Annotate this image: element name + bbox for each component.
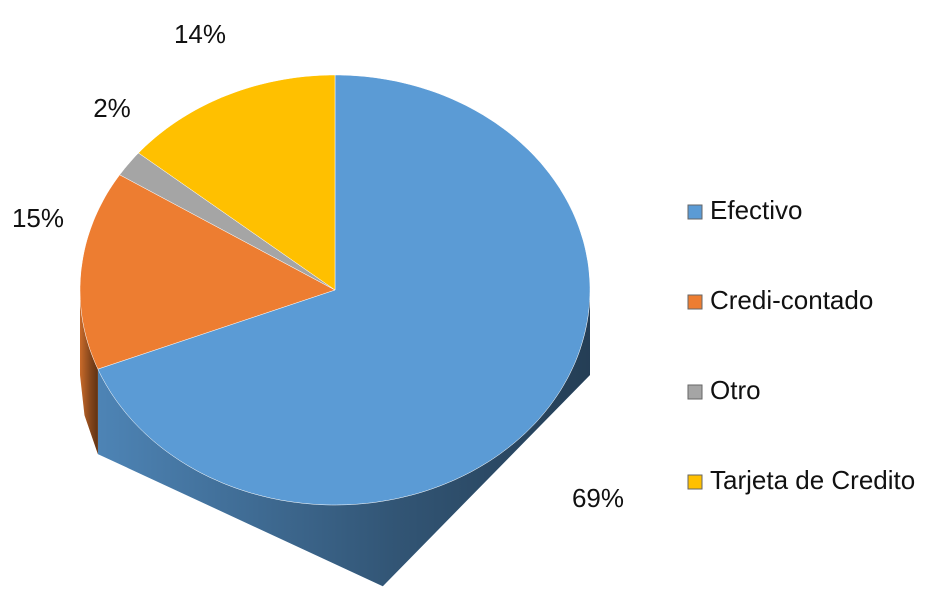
slice — [119, 152, 336, 291]
data-label: 69% — [572, 483, 624, 513]
data-label: 2% — [93, 93, 131, 123]
legend-label: Credi-contado — [710, 285, 873, 315]
legend-swatch — [687, 474, 703, 490]
legend-label: Efectivo — [710, 195, 803, 225]
data-label: 15% — [12, 203, 64, 233]
slice — [97, 74, 591, 506]
legend-swatch — [687, 294, 703, 310]
slice — [79, 174, 336, 370]
slice — [138, 74, 336, 291]
legend-label: Otro — [710, 375, 761, 405]
legend-swatch — [687, 384, 703, 400]
legend-swatch — [687, 204, 703, 220]
slice-side-shade — [97, 290, 591, 587]
legend-label: Tarjeta de Credito — [710, 465, 915, 495]
data-label: 14% — [174, 19, 226, 49]
